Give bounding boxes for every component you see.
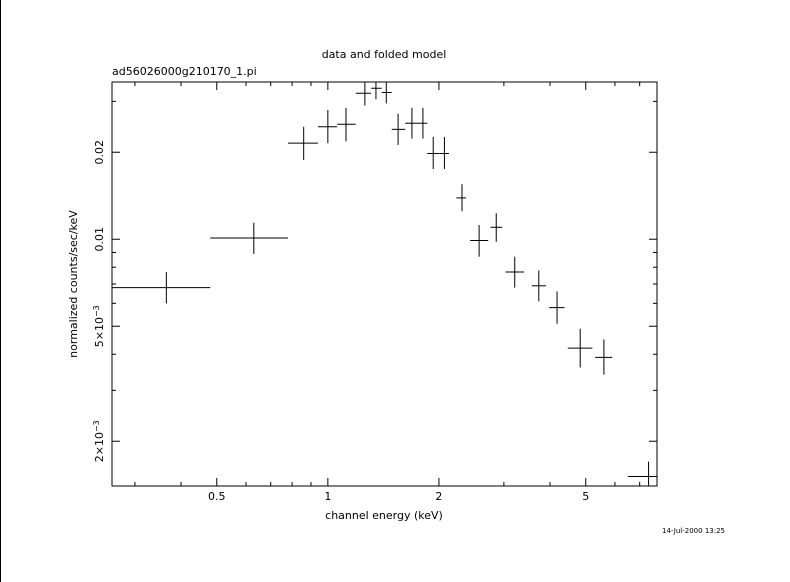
x-tick-label: 5 bbox=[582, 490, 589, 503]
left-border-line bbox=[0, 0, 1, 582]
x-axis-label: channel energy (keV) bbox=[325, 509, 443, 522]
data-point bbox=[371, 82, 382, 100]
x-tick-label: 0.5 bbox=[208, 490, 226, 503]
x-tick-labels: 0.5 1 2 5 bbox=[208, 490, 589, 503]
data-point bbox=[490, 213, 503, 242]
data-point bbox=[317, 110, 338, 144]
data-point bbox=[531, 270, 546, 302]
data-point bbox=[337, 107, 356, 142]
data-point bbox=[427, 136, 440, 169]
y-tick-label: 0.01 bbox=[93, 227, 106, 252]
data-point bbox=[567, 328, 593, 368]
y-tick-label: 5×10−3 bbox=[92, 305, 106, 347]
plot-frame bbox=[111, 81, 658, 487]
data-point bbox=[595, 339, 613, 375]
data-point bbox=[112, 272, 211, 304]
y-tick-labels: 2×10−3 5×10−3 0.01 0.02 bbox=[92, 140, 106, 462]
axis-ticks bbox=[112, 82, 657, 486]
data-point bbox=[288, 126, 318, 161]
y-axis-label: normalized counts/sec/keV bbox=[67, 210, 80, 358]
x-tick-label: 2 bbox=[435, 490, 442, 503]
y-tick-label: 2×10−3 bbox=[92, 420, 106, 462]
data-point bbox=[549, 291, 565, 324]
data-point bbox=[627, 461, 657, 486]
chart-subtitle: ad56026000g210170_1.pi bbox=[112, 65, 257, 78]
data-point bbox=[505, 256, 524, 288]
data-point bbox=[470, 225, 489, 257]
data-point bbox=[381, 82, 392, 104]
data-point bbox=[210, 222, 289, 254]
y-tick-label: 0.02 bbox=[93, 140, 106, 165]
timestamp-label: 14-Jul-2000 13:25 bbox=[662, 527, 725, 535]
data-point bbox=[456, 184, 467, 212]
data-points bbox=[112, 82, 657, 486]
data-point bbox=[355, 82, 372, 106]
chart-title: data and folded model bbox=[322, 48, 447, 61]
data-point bbox=[418, 107, 428, 139]
data-point bbox=[439, 136, 450, 169]
data-point bbox=[391, 113, 406, 145]
data-point bbox=[405, 107, 419, 139]
x-tick-label: 1 bbox=[324, 490, 331, 503]
